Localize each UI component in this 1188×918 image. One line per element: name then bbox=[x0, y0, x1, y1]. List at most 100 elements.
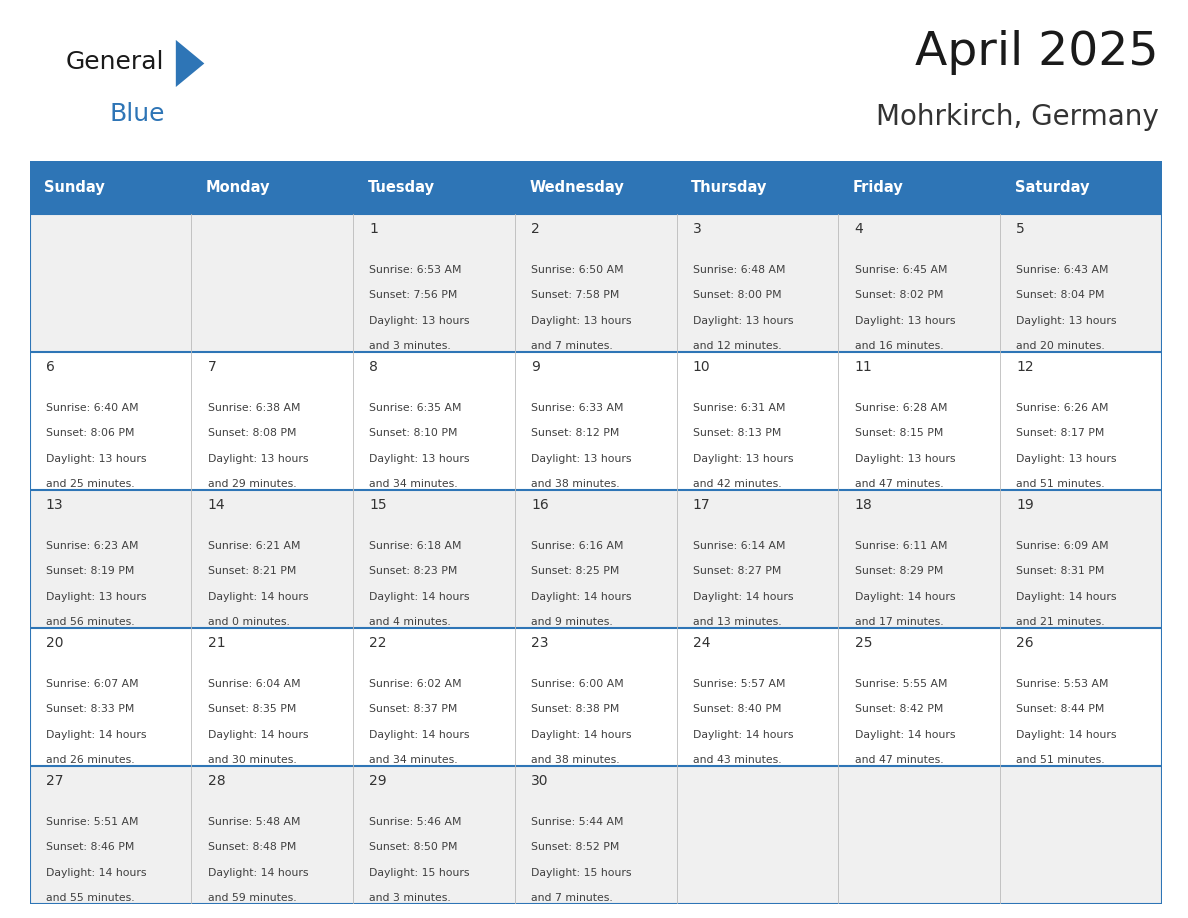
Text: Daylight: 13 hours: Daylight: 13 hours bbox=[369, 453, 469, 464]
Text: and 38 minutes.: and 38 minutes. bbox=[531, 479, 620, 489]
Text: Sunrise: 6:16 AM: Sunrise: 6:16 AM bbox=[531, 541, 624, 551]
Text: Sunrise: 6:33 AM: Sunrise: 6:33 AM bbox=[531, 403, 624, 413]
Text: Sunrise: 6:38 AM: Sunrise: 6:38 AM bbox=[208, 403, 301, 413]
Text: and 51 minutes.: and 51 minutes. bbox=[1016, 756, 1105, 766]
Text: Sunrise: 6:07 AM: Sunrise: 6:07 AM bbox=[46, 678, 139, 688]
Text: Sunset: 8:15 PM: Sunset: 8:15 PM bbox=[854, 429, 943, 438]
Text: 1: 1 bbox=[369, 221, 378, 236]
Text: 5: 5 bbox=[1016, 221, 1025, 236]
Text: Daylight: 14 hours: Daylight: 14 hours bbox=[531, 730, 632, 740]
Text: Sunrise: 5:44 AM: Sunrise: 5:44 AM bbox=[531, 817, 624, 827]
Text: Sunrise: 6:53 AM: Sunrise: 6:53 AM bbox=[369, 264, 462, 274]
Text: 27: 27 bbox=[46, 774, 63, 788]
Text: Daylight: 13 hours: Daylight: 13 hours bbox=[1016, 453, 1117, 464]
Text: Sunset: 8:37 PM: Sunset: 8:37 PM bbox=[369, 704, 457, 714]
Text: Sunrise: 6:00 AM: Sunrise: 6:00 AM bbox=[531, 678, 624, 688]
Text: Sunset: 8:38 PM: Sunset: 8:38 PM bbox=[531, 704, 619, 714]
Text: 24: 24 bbox=[693, 635, 710, 650]
Text: Blue: Blue bbox=[109, 102, 165, 127]
Text: Sunset: 8:33 PM: Sunset: 8:33 PM bbox=[46, 704, 134, 714]
Text: 16: 16 bbox=[531, 498, 549, 511]
Text: 12: 12 bbox=[1016, 360, 1034, 374]
Text: Sunset: 7:56 PM: Sunset: 7:56 PM bbox=[369, 290, 457, 300]
Text: Sunset: 8:29 PM: Sunset: 8:29 PM bbox=[854, 566, 943, 577]
Text: Sunday: Sunday bbox=[44, 180, 105, 195]
Text: Sunset: 7:58 PM: Sunset: 7:58 PM bbox=[531, 290, 619, 300]
Bar bbox=[30, 353, 1162, 490]
Text: Daylight: 14 hours: Daylight: 14 hours bbox=[531, 592, 632, 602]
Text: and 59 minutes.: and 59 minutes. bbox=[208, 893, 296, 903]
Text: Saturday: Saturday bbox=[1015, 180, 1089, 195]
Text: and 17 minutes.: and 17 minutes. bbox=[854, 618, 943, 627]
Text: 13: 13 bbox=[46, 498, 63, 511]
Text: Sunset: 8:04 PM: Sunset: 8:04 PM bbox=[1016, 290, 1105, 300]
Text: Daylight: 13 hours: Daylight: 13 hours bbox=[693, 316, 794, 326]
Text: Sunset: 8:21 PM: Sunset: 8:21 PM bbox=[208, 566, 296, 577]
Text: Sunset: 8:50 PM: Sunset: 8:50 PM bbox=[369, 843, 457, 852]
Text: Sunset: 8:42 PM: Sunset: 8:42 PM bbox=[854, 704, 943, 714]
Text: Daylight: 13 hours: Daylight: 13 hours bbox=[46, 453, 146, 464]
Text: Daylight: 14 hours: Daylight: 14 hours bbox=[46, 868, 146, 878]
Text: and 20 minutes.: and 20 minutes. bbox=[1016, 341, 1105, 352]
Text: Sunrise: 6:28 AM: Sunrise: 6:28 AM bbox=[854, 403, 947, 413]
Text: 14: 14 bbox=[208, 498, 226, 511]
Text: Sunrise: 6:40 AM: Sunrise: 6:40 AM bbox=[46, 403, 139, 413]
Text: Daylight: 14 hours: Daylight: 14 hours bbox=[854, 592, 955, 602]
Text: 2: 2 bbox=[531, 221, 539, 236]
Text: 8: 8 bbox=[369, 360, 378, 374]
Text: 7: 7 bbox=[208, 360, 216, 374]
Text: 18: 18 bbox=[854, 498, 872, 511]
Text: Sunrise: 6:43 AM: Sunrise: 6:43 AM bbox=[1016, 264, 1108, 274]
Text: Sunset: 8:19 PM: Sunset: 8:19 PM bbox=[46, 566, 134, 577]
Text: Sunset: 8:44 PM: Sunset: 8:44 PM bbox=[1016, 704, 1105, 714]
Text: Sunset: 8:40 PM: Sunset: 8:40 PM bbox=[693, 704, 782, 714]
Text: 10: 10 bbox=[693, 360, 710, 374]
Text: and 25 minutes.: and 25 minutes. bbox=[46, 479, 134, 489]
Text: Sunset: 8:25 PM: Sunset: 8:25 PM bbox=[531, 566, 619, 577]
Text: Sunrise: 6:31 AM: Sunrise: 6:31 AM bbox=[693, 403, 785, 413]
Text: Sunset: 8:35 PM: Sunset: 8:35 PM bbox=[208, 704, 296, 714]
Text: Daylight: 14 hours: Daylight: 14 hours bbox=[369, 592, 469, 602]
Text: Sunrise: 6:04 AM: Sunrise: 6:04 AM bbox=[208, 678, 301, 688]
Text: Monday: Monday bbox=[206, 180, 271, 195]
Text: 23: 23 bbox=[531, 635, 549, 650]
Text: 21: 21 bbox=[208, 635, 226, 650]
Text: and 56 minutes.: and 56 minutes. bbox=[46, 618, 134, 627]
Text: Daylight: 13 hours: Daylight: 13 hours bbox=[46, 592, 146, 602]
Text: Sunset: 8:06 PM: Sunset: 8:06 PM bbox=[46, 429, 134, 438]
Text: Sunrise: 6:26 AM: Sunrise: 6:26 AM bbox=[1016, 403, 1108, 413]
Text: Sunrise: 5:53 AM: Sunrise: 5:53 AM bbox=[1016, 678, 1108, 688]
Bar bbox=[30, 767, 1162, 904]
Text: Sunset: 8:10 PM: Sunset: 8:10 PM bbox=[369, 429, 457, 438]
Text: and 7 minutes.: and 7 minutes. bbox=[531, 341, 613, 352]
Text: and 4 minutes.: and 4 minutes. bbox=[369, 618, 451, 627]
Text: Sunset: 8:00 PM: Sunset: 8:00 PM bbox=[693, 290, 782, 300]
Text: Daylight: 15 hours: Daylight: 15 hours bbox=[369, 868, 469, 878]
Text: Daylight: 14 hours: Daylight: 14 hours bbox=[854, 730, 955, 740]
Text: Sunset: 8:12 PM: Sunset: 8:12 PM bbox=[531, 429, 619, 438]
Text: Tuesday: Tuesday bbox=[368, 180, 435, 195]
Text: and 43 minutes.: and 43 minutes. bbox=[693, 756, 782, 766]
Text: Daylight: 14 hours: Daylight: 14 hours bbox=[1016, 730, 1117, 740]
Text: Sunrise: 6:21 AM: Sunrise: 6:21 AM bbox=[208, 541, 301, 551]
Text: 6: 6 bbox=[46, 360, 55, 374]
Text: Sunrise: 5:51 AM: Sunrise: 5:51 AM bbox=[46, 817, 138, 827]
Text: Sunset: 8:52 PM: Sunset: 8:52 PM bbox=[531, 843, 619, 852]
Text: 3: 3 bbox=[693, 221, 702, 236]
Text: Sunset: 8:48 PM: Sunset: 8:48 PM bbox=[208, 843, 296, 852]
Text: and 3 minutes.: and 3 minutes. bbox=[369, 893, 451, 903]
Text: Sunset: 8:13 PM: Sunset: 8:13 PM bbox=[693, 429, 782, 438]
Text: Daylight: 13 hours: Daylight: 13 hours bbox=[531, 316, 632, 326]
Text: Sunset: 8:31 PM: Sunset: 8:31 PM bbox=[1016, 566, 1105, 577]
Text: and 9 minutes.: and 9 minutes. bbox=[531, 618, 613, 627]
Text: Sunrise: 5:55 AM: Sunrise: 5:55 AM bbox=[854, 678, 947, 688]
Text: Daylight: 14 hours: Daylight: 14 hours bbox=[1016, 592, 1117, 602]
Text: 15: 15 bbox=[369, 498, 387, 511]
Text: Daylight: 14 hours: Daylight: 14 hours bbox=[369, 730, 469, 740]
Text: and 30 minutes.: and 30 minutes. bbox=[208, 756, 296, 766]
Text: and 0 minutes.: and 0 minutes. bbox=[208, 618, 290, 627]
Text: and 13 minutes.: and 13 minutes. bbox=[693, 618, 782, 627]
Bar bbox=[30, 628, 1162, 767]
Text: Daylight: 13 hours: Daylight: 13 hours bbox=[854, 316, 955, 326]
Polygon shape bbox=[176, 39, 204, 87]
